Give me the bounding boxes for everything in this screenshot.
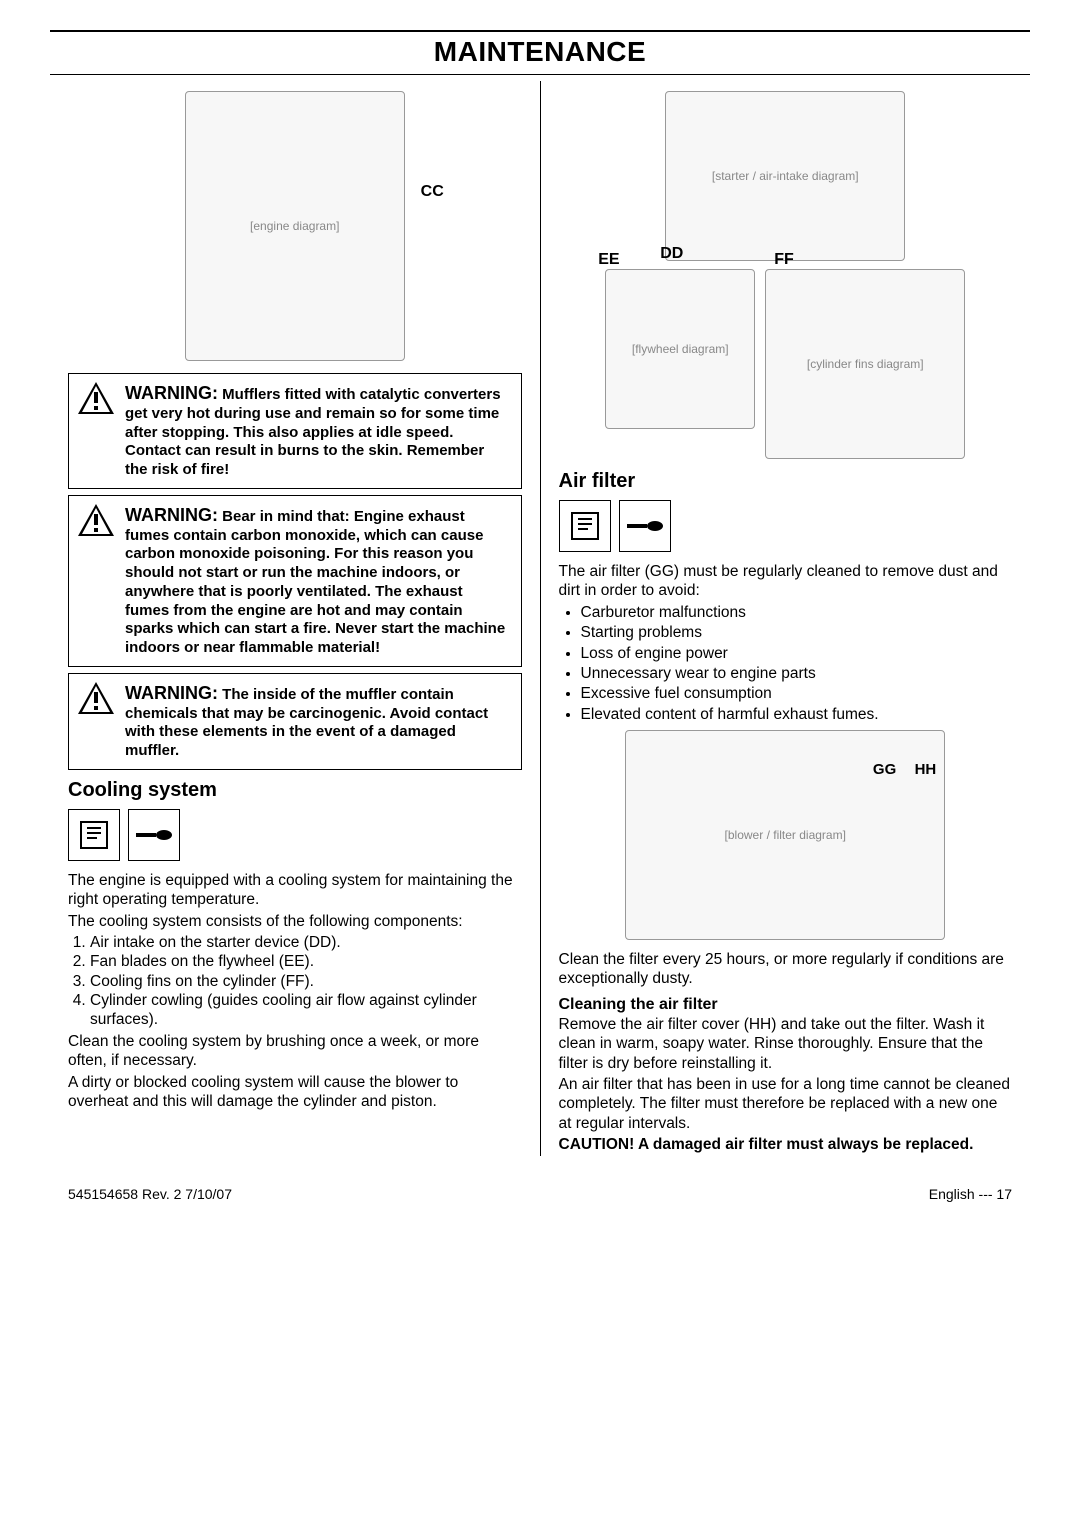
icon-row-cooling (68, 809, 522, 861)
cooling-p3: Clean the cooling system by brushing onc… (68, 1032, 522, 1071)
manual-icon (559, 500, 611, 552)
brush-icon (128, 809, 180, 861)
cooling-p4: A dirty or blocked cooling system will c… (68, 1073, 522, 1112)
label-gg: GG (873, 761, 896, 780)
rule-under-title (50, 74, 1030, 75)
airfilter-c1: Remove the air filter cover (HH) and tak… (559, 1015, 1013, 1073)
airfilter-clean25: Clean the filter every 25 hours, or more… (559, 950, 1013, 989)
diagram-blower-gg-hh: [blower / filter diagram] GG HH (625, 730, 945, 940)
cooling-components-list: Air intake on the starter device (DD). F… (68, 933, 522, 1030)
label-dd: DD (660, 244, 683, 264)
heading-cooling-system: Cooling system (68, 778, 522, 803)
warning-box-3: WARNING: The inside of the muffler conta… (68, 673, 522, 770)
label-hh: HH (915, 761, 937, 780)
left-column: [engine diagram] CC WARNING: Mufflers fi… (50, 81, 541, 1156)
airfilter-bullets: Carburetor malfunctions Starting problem… (559, 603, 1013, 724)
label-ff: FF (774, 250, 794, 270)
airfilter-b3: Loss of engine power (581, 644, 1013, 663)
diagram-placeholder: [engine diagram] (250, 219, 339, 234)
diagram-flywheel-ee: [flywheel diagram] EE (605, 269, 755, 429)
airfilter-c2: An air filter that has been in use for a… (559, 1075, 1013, 1133)
diagram-placeholder: [flywheel diagram] (632, 342, 729, 357)
page-footer: 545154658 Rev. 2 7/10/07 English --- 17 (50, 1186, 1030, 1202)
cooling-p2: The cooling system consists of the follo… (68, 912, 522, 931)
airfilter-b2: Starting problems (581, 623, 1013, 642)
warning-lead: WARNING: (125, 505, 218, 525)
warning-lead: WARNING: (125, 683, 218, 703)
label-ee: EE (598, 250, 619, 270)
cooling-p1: The engine is equipped with a cooling sy… (68, 871, 522, 910)
heading-air-filter: Air filter (559, 469, 1013, 494)
subheading-cleaning-air-filter: Cleaning the air filter (559, 995, 1013, 1015)
label-cc: CC (421, 182, 444, 202)
cooling-li4: Cylinder cowling (guides cooling air flo… (90, 991, 522, 1030)
airfilter-intro: The air filter (GG) must be regularly cl… (559, 562, 1013, 601)
diagram-placeholder: [cylinder fins diagram] (807, 357, 924, 372)
cooling-li3: Cooling fins on the cylinder (FF). (90, 972, 522, 991)
two-column-layout: [engine diagram] CC WARNING: Mufflers fi… (50, 81, 1030, 1156)
icon-row-airfilter (559, 500, 1013, 552)
cooling-li2: Fan blades on the flywheel (EE). (90, 952, 522, 971)
warning-icon (75, 502, 117, 538)
warning-icon (75, 380, 117, 416)
diagram-placeholder: [blower / filter diagram] (725, 828, 846, 843)
airfilter-b6: Elevated content of harmful exhaust fume… (581, 705, 1013, 724)
diagram-starter-dd: [starter / air-intake diagram] DD (665, 91, 905, 261)
cooling-li1: Air intake on the starter device (DD). (90, 933, 522, 952)
warning-box-2: WARNING: Bear in mind that: Engine exhau… (68, 495, 522, 667)
diagram-engine-cc: [engine diagram] CC (185, 91, 405, 361)
diagram-placeholder: [starter / air-intake diagram] (712, 169, 859, 184)
airfilter-b1: Carburetor malfunctions (581, 603, 1013, 622)
warning-icon (75, 680, 117, 716)
brush-icon (619, 500, 671, 552)
airfilter-b4: Unnecessary wear to engine parts (581, 664, 1013, 683)
right-column: [starter / air-intake diagram] DD [flywh… (541, 81, 1031, 1156)
rule-top (50, 30, 1030, 32)
row-ee-ff: [flywheel diagram] EE [cylinder fins dia… (559, 269, 1013, 459)
warning-box-1: WARNING: Mufflers fitted with catalytic … (68, 373, 522, 489)
warning-2-text: Bear in mind that: Engine exhaust fumes … (125, 508, 505, 656)
manual-icon (68, 809, 120, 861)
warning-lead: WARNING: (125, 383, 218, 403)
diagram-cylinder-ff: [cylinder fins diagram] FF (765, 269, 965, 459)
footer-right: English --- 17 (929, 1186, 1012, 1202)
footer-left: 545154658 Rev. 2 7/10/07 (68, 1186, 232, 1202)
airfilter-b5: Excessive fuel consumption (581, 684, 1013, 703)
page-title: MAINTENANCE (50, 36, 1030, 68)
airfilter-caution: CAUTION! A damaged air filter must alway… (559, 1135, 1013, 1154)
